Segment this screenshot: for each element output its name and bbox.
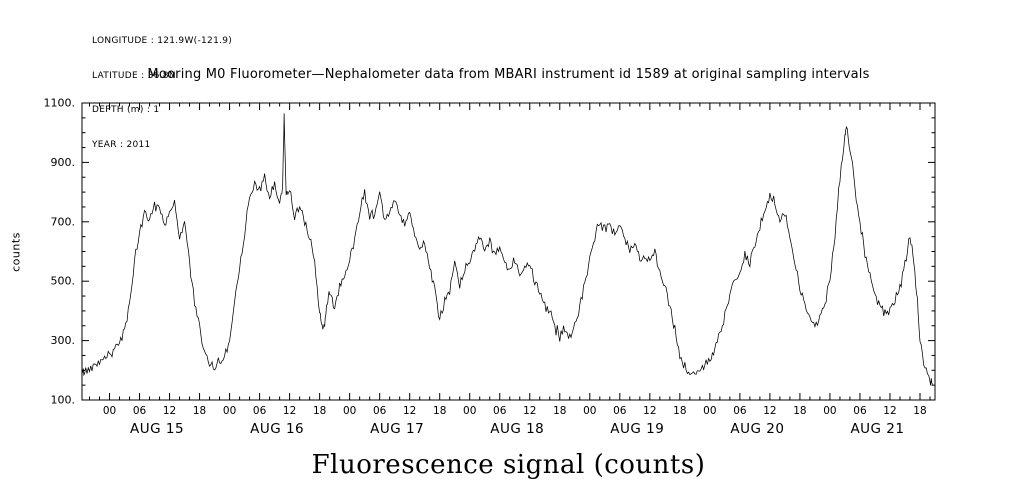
- hour-tick-label: 06: [373, 405, 387, 417]
- hour-tick-label: 12: [523, 405, 536, 417]
- hour-tick-label: 12: [883, 405, 896, 417]
- hour-tick-label: 18: [433, 405, 446, 417]
- hour-tick-label: 00: [583, 405, 596, 417]
- hour-tick-label: 18: [193, 405, 206, 417]
- day-label: AUG 21: [850, 421, 904, 437]
- day-label: AUG 19: [610, 421, 664, 437]
- hour-tick-label: 06: [493, 405, 507, 417]
- hour-tick-label: 06: [733, 405, 747, 417]
- hour-tick-label: 18: [673, 405, 686, 417]
- x-axis-title: Fluorescence signal (counts): [311, 450, 706, 480]
- hour-tick-label: 18: [793, 405, 806, 417]
- y-tick-label: 700.: [51, 215, 76, 228]
- y-tick-label: 1100.: [44, 97, 76, 110]
- day-label: AUG 20: [730, 421, 784, 437]
- hour-tick-label: 00: [103, 405, 116, 417]
- hour-tick-label: 00: [343, 405, 356, 417]
- y-tick-label: 900.: [51, 156, 76, 169]
- day-label: AUG 18: [490, 421, 544, 437]
- hour-tick-label: 06: [133, 405, 147, 417]
- latitude-line: LATITUDE : 36.8N: [92, 70, 176, 81]
- year-line: YEAR : 2011: [92, 139, 151, 150]
- hour-tick-label: 00: [223, 405, 236, 417]
- plot-box: [81, 102, 936, 401]
- hour-tick-label: 18: [553, 405, 566, 417]
- hour-tick-label: 06: [253, 405, 267, 417]
- axis-labels: 100. 300. 500. 700. 900. 1100. 00 06 12 18 00 06 12 1…: [44, 97, 927, 438]
- axes: [81, 102, 936, 401]
- longitude-line: LONGITUDE : 121.9W(-121.9): [92, 36, 233, 46]
- hour-tick-label: 00: [823, 405, 836, 417]
- hour-tick-label: 12: [283, 405, 296, 417]
- hour-tick-label: 18: [913, 405, 926, 417]
- y-tick-label: 300.: [51, 334, 76, 347]
- station-info: LONGITUDE : 121.9W(-121.9) LATITUDE : 36…: [92, 13, 232, 174]
- hour-tick-label: 12: [163, 405, 176, 417]
- hour-tick-label: 00: [463, 405, 476, 417]
- day-label: AUG 17: [370, 421, 424, 437]
- data-line: [81, 113, 933, 386]
- day-label: AUG 16: [250, 421, 304, 437]
- hour-tick-label: 06: [613, 405, 627, 417]
- hour-tick-label: 06: [853, 405, 867, 417]
- y-tick-label: 500.: [51, 275, 76, 288]
- depth-line: DEPTH (m) : 1: [92, 105, 160, 115]
- hour-tick-label: 12: [403, 405, 416, 417]
- hour-tick-label: 00: [703, 405, 716, 417]
- y-tick-label: 100.: [51, 394, 76, 407]
- chart-title: Mooring M0 Fluorometer—Nephalometer data…: [147, 67, 870, 82]
- day-label: AUG 15: [130, 421, 184, 437]
- hour-tick-label: 12: [643, 405, 656, 417]
- hour-tick-label: 18: [313, 405, 326, 417]
- hour-tick-label: 12: [763, 405, 776, 417]
